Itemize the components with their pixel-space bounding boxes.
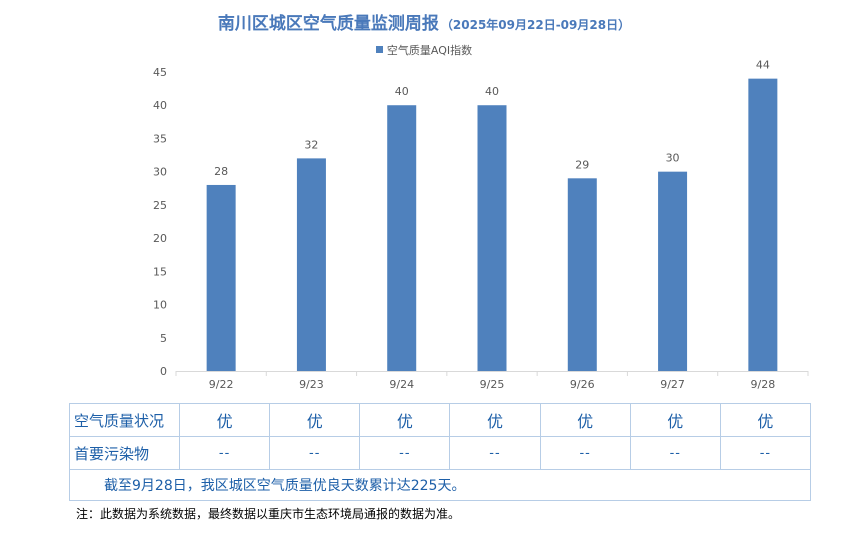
table-cell: 优	[449, 403, 541, 437]
bar	[567, 178, 597, 371]
y-tick-label: 25	[153, 199, 167, 212]
table-cell: 优	[359, 403, 451, 437]
x-tick-label: 9/26	[570, 378, 595, 391]
data-label: 29	[575, 158, 589, 171]
bar	[748, 78, 778, 372]
data-label: 30	[666, 152, 680, 165]
footnote: 注：此数据为系统数据，最终数据以重庆市生态环境局通报的数据为准。	[76, 507, 461, 521]
bar-chart: 0 5 10 15 20 25 30 35 40 45 9/22 9/23 9/24 9/25 9/26 9/…	[153, 59, 809, 391]
table-cell: 优	[269, 403, 361, 437]
y-tick-label: 0	[160, 365, 167, 378]
data-label: 40	[395, 85, 409, 98]
row-label: 首要污染物	[69, 436, 180, 470]
legend-swatch	[375, 46, 383, 53]
y-tick-label: 5	[160, 332, 167, 345]
y-tick-label: 35	[153, 132, 167, 145]
table-cell: 优	[629, 403, 721, 437]
y-tick-label: 40	[153, 99, 167, 112]
y-tick-label: 20	[153, 232, 167, 245]
table-row: 首要污染物 -- -- -- -- -- -- --	[69, 436, 812, 470]
y-tick-label: 10	[153, 299, 167, 312]
table-cell: 优	[719, 403, 812, 437]
data-label: 28	[214, 165, 228, 178]
table-cell: 优	[539, 403, 631, 437]
chart-title-main: 南川区城区空气质量监测周报	[217, 14, 439, 34]
x-tick-label: 9/28	[751, 378, 776, 391]
table-cell: --	[539, 436, 631, 470]
data-label: 32	[304, 138, 318, 151]
bar	[206, 184, 236, 371]
y-tick-label: 30	[153, 166, 167, 179]
x-tick-label: 9/27	[660, 378, 685, 391]
table-cell: --	[629, 436, 721, 470]
table-cell: 优	[178, 403, 271, 437]
table-row: 空气质量状况优优优优优优优	[69, 403, 812, 437]
legend-label: 空气质量AQI指数	[386, 44, 473, 57]
y-tick-label: 45	[153, 66, 167, 79]
x-tick-label: 9/24	[389, 378, 414, 391]
chart-title-period: （2025年09月22日-09月28日）	[440, 18, 631, 32]
table-cell: --	[359, 436, 451, 470]
chart-title: 南川区城区空气质量监测周报 （2025年09月22日-09月28日）	[0, 9, 848, 34]
table-cell: --	[449, 436, 541, 470]
summary-text: 截至9月28日，我区城区空气质量优良天数累计达225天。	[69, 469, 811, 501]
table-cell: --	[269, 436, 361, 470]
data-label: 44	[756, 59, 770, 72]
bar	[477, 105, 507, 371]
bar	[658, 171, 688, 371]
table-cell: --	[178, 436, 271, 470]
chart-legend: 空气质量AQI指数	[0, 42, 848, 58]
x-tick-label: 9/25	[480, 378, 505, 391]
data-label: 40	[485, 85, 499, 98]
bar	[387, 105, 417, 371]
row-label: 空气质量状况	[69, 403, 180, 437]
table-cell: --	[719, 436, 812, 470]
summary-row: 截至9月28日，我区城区空气质量优良天数累计达225天。	[69, 469, 811, 501]
air-quality-table: 空气质量状况优优优优优优优首要污染物 -- -- -- -- -- -- -- 截至9月28日，…	[69, 403, 812, 501]
y-tick-label: 15	[153, 265, 167, 278]
x-tick-label: 9/22	[209, 378, 234, 391]
bar	[296, 158, 326, 371]
x-tick-label: 9/23	[299, 378, 324, 391]
